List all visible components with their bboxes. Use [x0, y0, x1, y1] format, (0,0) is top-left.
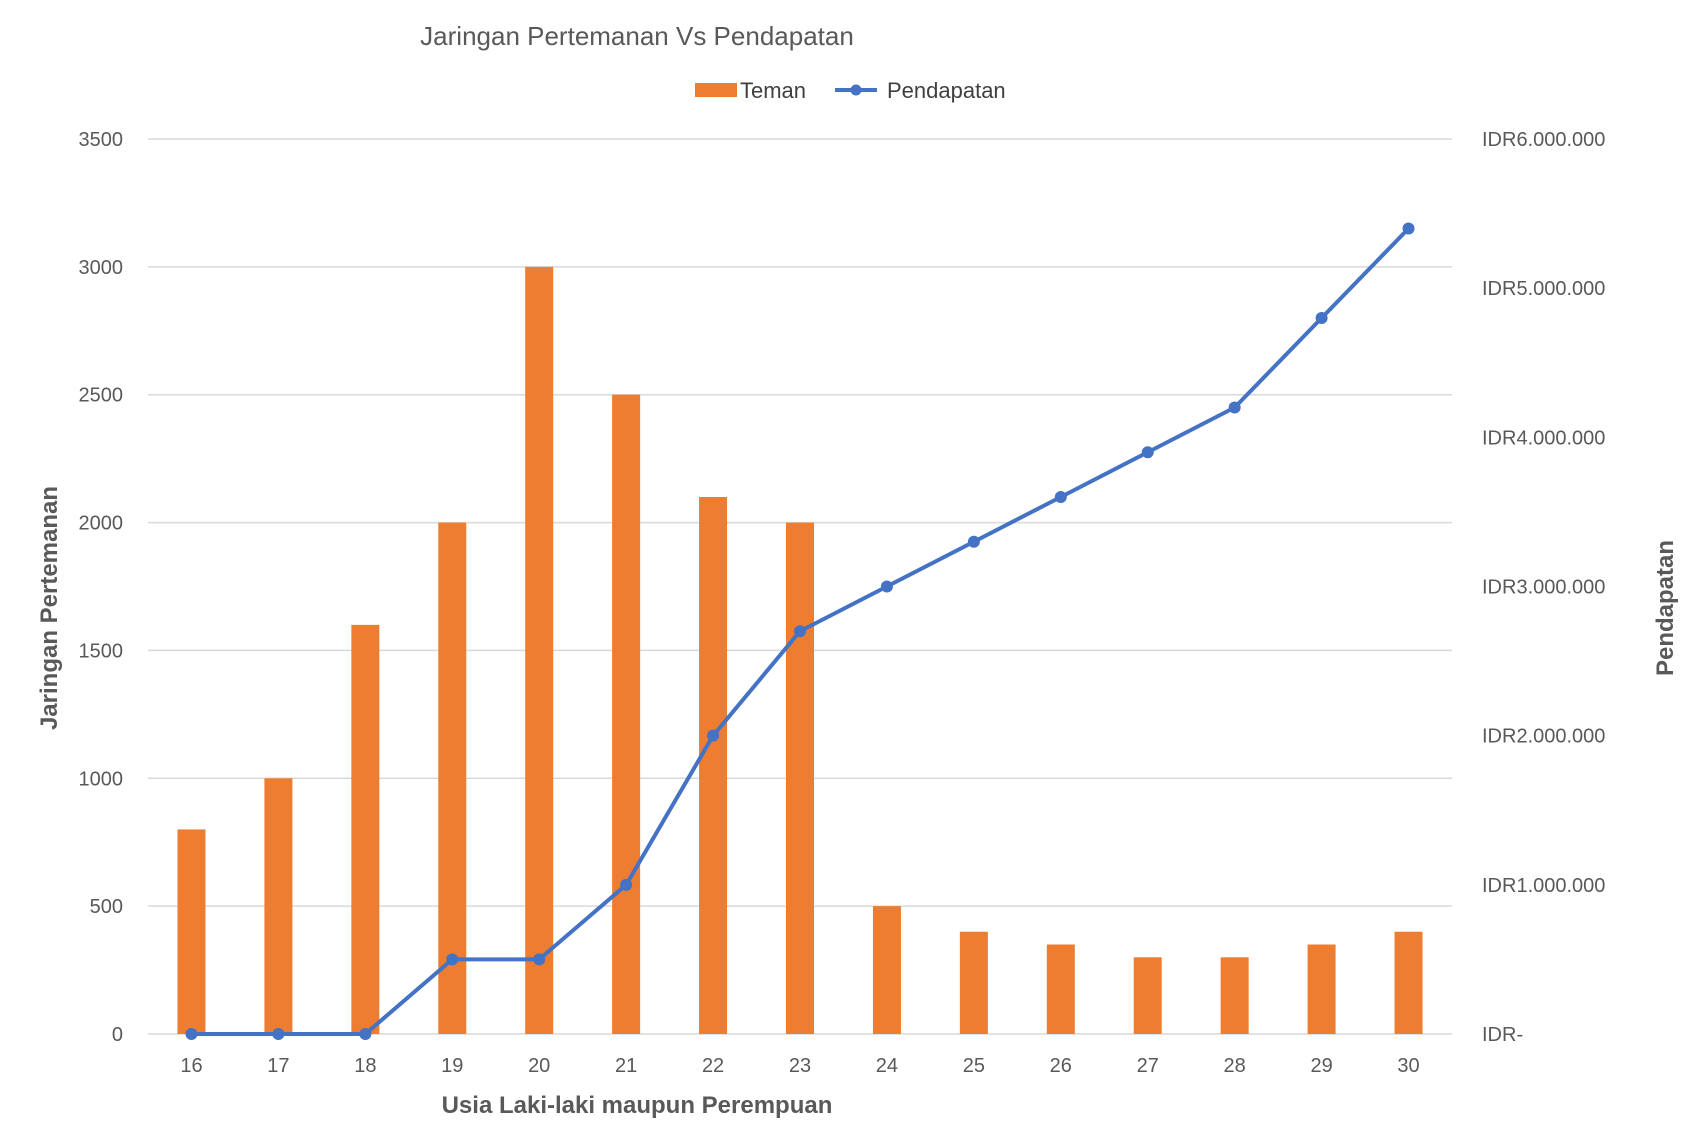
right-axis-ticks: IDR- IDR1.000.000 IDR2.000.000 IDR3.000.000…	[1482, 129, 1605, 1046]
right-tick-label: IDR4.000.000	[1482, 427, 1605, 449]
point-pendapatan	[1402, 222, 1415, 235]
left-tick-label: 2500	[79, 385, 124, 407]
right-axis-title: Pendapatan	[1652, 540, 1679, 676]
chart-title: Jaringan Pertemanan Vs Pendapatan	[420, 21, 854, 51]
point-pendapatan	[533, 953, 546, 966]
point-pendapatan	[707, 729, 720, 742]
point-pendapatan	[446, 953, 459, 966]
x-tick-label: 24	[876, 1055, 898, 1077]
x-tick-label: 27	[1137, 1055, 1159, 1077]
bar-teman	[1394, 931, 1423, 1034]
legend-marker-pendapatan	[850, 84, 862, 96]
left-tick-label: 2000	[79, 513, 124, 535]
x-tick-label: 23	[789, 1055, 811, 1077]
x-tick-label: 16	[180, 1055, 202, 1077]
point-pendapatan	[794, 625, 806, 638]
right-tick-label: IDR3.000.000	[1482, 577, 1605, 599]
x-tick-label: 19	[441, 1055, 463, 1077]
left-tick-label: 500	[90, 896, 123, 918]
right-tick-label: IDR1.000.000	[1482, 875, 1605, 897]
bar-teman	[438, 522, 467, 1034]
point-pendapatan	[880, 580, 893, 593]
left-axis-title: Jaringan Pertemanan	[36, 486, 63, 730]
right-tick-label: IDR2.000.000	[1482, 726, 1605, 748]
right-tick-label: IDR6.000.000	[1482, 129, 1605, 151]
line-series-pendapatan	[185, 222, 1415, 1040]
x-axis-ticks: 16 17 18 19 20 21 22 23 24 25 26 27 28 29 30	[180, 1055, 1419, 1077]
bar-series-teman	[177, 266, 1423, 1034]
x-tick-label: 30	[1397, 1055, 1419, 1077]
bar-teman	[177, 829, 206, 1034]
left-tick-label: 3500	[79, 129, 124, 151]
bar-teman	[872, 906, 901, 1034]
left-tick-label: 1500	[79, 640, 124, 662]
x-tick-label: 28	[1224, 1055, 1246, 1077]
bar-teman	[264, 778, 293, 1034]
x-axis-title: Usia Laki-laki maupun Perempuan	[442, 1092, 833, 1119]
point-pendapatan	[1315, 312, 1328, 324]
right-tick-label: IDR5.000.000	[1482, 278, 1605, 300]
x-tick-label: 25	[963, 1055, 985, 1077]
point-pendapatan	[272, 1028, 285, 1040]
bar-teman	[1046, 944, 1075, 1034]
left-axis-ticks: 0 500 1000 1500 2000 2500 3000 3500	[79, 129, 124, 1046]
point-pendapatan	[620, 878, 633, 891]
bar-teman	[1307, 944, 1336, 1034]
x-tick-label: 20	[528, 1055, 550, 1077]
legend-swatch-teman	[695, 83, 737, 97]
x-tick-label: 26	[1050, 1055, 1072, 1077]
point-pendapatan	[1141, 446, 1154, 459]
bar-teman	[612, 394, 641, 1034]
x-tick-label: 29	[1310, 1055, 1332, 1077]
legend: Teman Pendapatan	[695, 78, 1006, 103]
point-pendapatan	[1054, 491, 1067, 503]
x-tick-label: 17	[267, 1055, 289, 1077]
x-tick-label: 18	[354, 1055, 376, 1077]
legend-label-pendapatan: Pendapatan	[887, 78, 1006, 103]
x-tick-label: 22	[702, 1055, 724, 1077]
left-tick-label: 3000	[79, 257, 124, 279]
bar-teman	[525, 266, 554, 1034]
point-pendapatan	[1228, 401, 1241, 414]
point-pendapatan	[967, 535, 980, 548]
point-pendapatan	[359, 1028, 372, 1040]
bar-teman	[959, 931, 988, 1034]
bar-teman	[351, 624, 380, 1034]
legend-label-teman: Teman	[740, 78, 806, 103]
bar-teman	[1133, 957, 1162, 1034]
right-tick-label: IDR-	[1482, 1024, 1523, 1046]
left-tick-label: 1000	[79, 768, 124, 790]
bar-teman	[786, 522, 814, 1034]
left-tick-label: 0	[112, 1024, 123, 1046]
x-tick-label: 21	[615, 1055, 637, 1077]
bar-teman	[699, 497, 728, 1034]
bar-teman	[1220, 957, 1249, 1034]
point-pendapatan	[185, 1028, 198, 1040]
